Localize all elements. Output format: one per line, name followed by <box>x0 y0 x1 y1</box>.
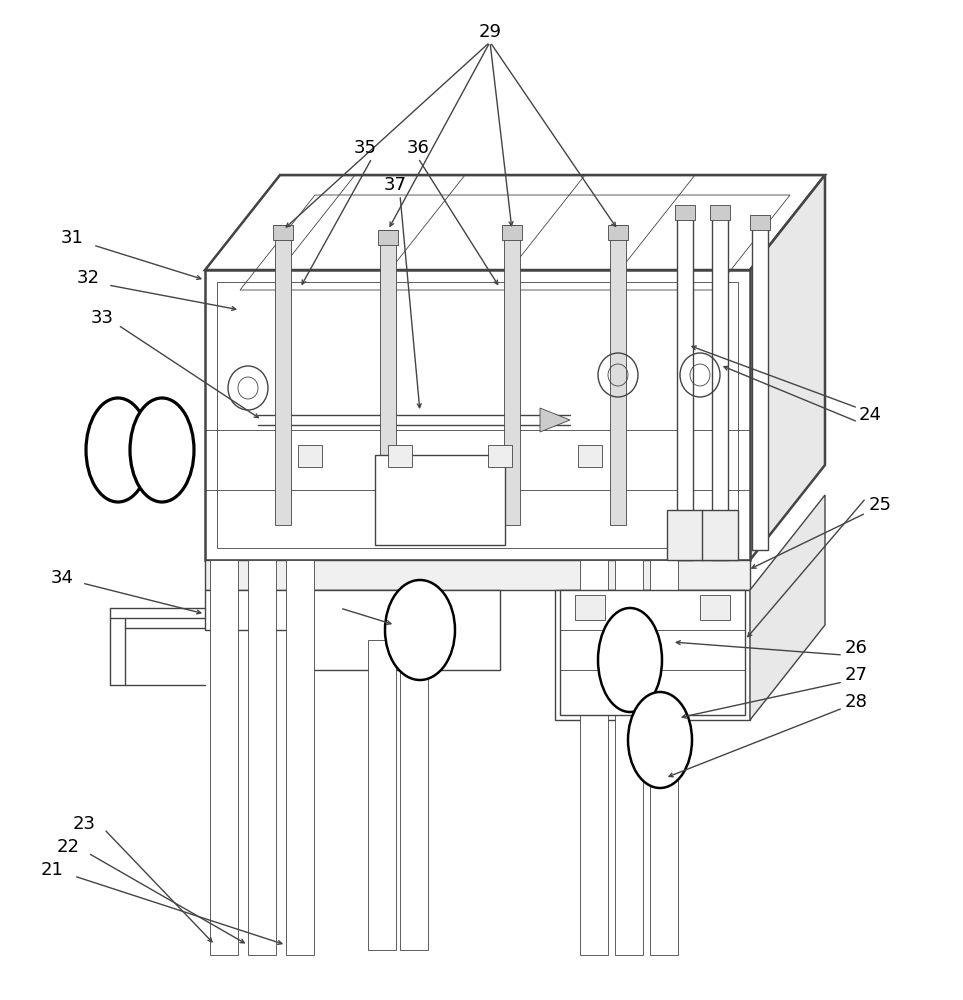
Ellipse shape <box>130 398 194 502</box>
Bar <box>580 560 608 955</box>
Bar <box>298 445 322 467</box>
Text: 32: 32 <box>76 269 99 287</box>
Bar <box>217 282 738 548</box>
Bar <box>610 225 626 525</box>
Text: 31: 31 <box>61 229 84 247</box>
Text: 34: 34 <box>50 569 73 587</box>
Bar <box>560 590 745 715</box>
Bar <box>675 205 695 220</box>
Bar <box>712 210 728 560</box>
Bar <box>286 560 314 955</box>
Text: 22: 22 <box>57 838 80 856</box>
Bar <box>677 210 693 560</box>
Polygon shape <box>750 175 825 560</box>
Text: 36: 36 <box>406 139 429 157</box>
Bar <box>555 590 750 720</box>
Polygon shape <box>540 408 570 432</box>
Ellipse shape <box>86 398 150 502</box>
Bar <box>710 205 730 220</box>
Text: 21: 21 <box>40 861 64 879</box>
Bar <box>700 595 730 620</box>
Bar <box>205 270 750 560</box>
Polygon shape <box>205 175 825 270</box>
Text: 37: 37 <box>383 176 406 194</box>
Bar <box>275 225 291 525</box>
Text: 27: 27 <box>845 666 868 684</box>
Ellipse shape <box>598 608 662 712</box>
Bar <box>650 560 678 955</box>
Bar <box>502 225 522 240</box>
Text: 25: 25 <box>869 496 892 514</box>
Text: 28: 28 <box>845 693 868 711</box>
Polygon shape <box>750 495 825 720</box>
Text: 23: 23 <box>72 815 95 833</box>
Bar <box>388 445 412 467</box>
Bar <box>578 445 602 467</box>
Bar <box>378 230 398 245</box>
Text: 35: 35 <box>353 139 377 157</box>
Bar <box>380 230 396 530</box>
Bar <box>310 590 500 670</box>
Ellipse shape <box>385 580 455 680</box>
Text: 26: 26 <box>845 639 868 657</box>
Bar <box>210 560 238 955</box>
Bar <box>667 510 703 560</box>
Ellipse shape <box>628 692 692 788</box>
Bar <box>368 640 396 950</box>
Bar <box>248 560 276 955</box>
Bar <box>615 560 643 955</box>
Bar <box>488 445 512 467</box>
Bar <box>702 510 738 560</box>
Bar <box>375 455 505 545</box>
Bar <box>400 640 428 950</box>
Text: 24: 24 <box>858 406 881 424</box>
Bar <box>273 225 293 240</box>
Bar <box>608 225 628 240</box>
Bar <box>575 595 605 620</box>
Bar <box>750 215 770 230</box>
Text: 33: 33 <box>91 309 114 327</box>
Bar <box>504 225 520 525</box>
Text: 29: 29 <box>479 23 502 41</box>
Bar <box>205 590 405 630</box>
Bar <box>205 560 750 590</box>
Bar <box>752 220 768 550</box>
